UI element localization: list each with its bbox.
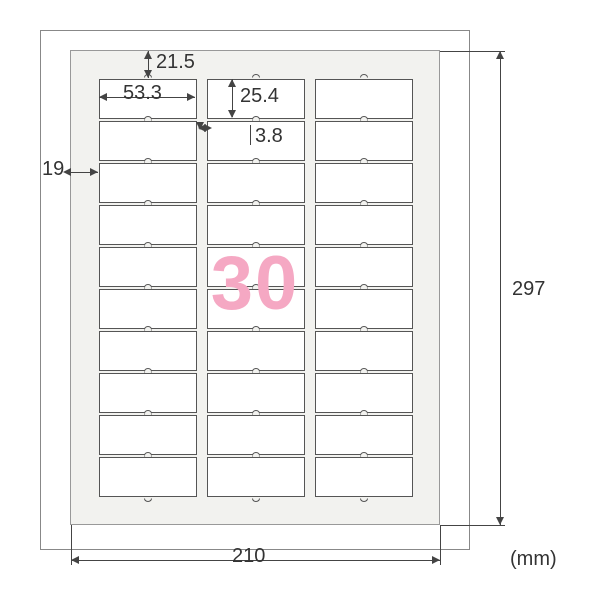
label-cell <box>207 247 305 287</box>
label-cell <box>315 247 413 287</box>
label-cell <box>99 373 197 413</box>
label-sheet: 30 <box>70 50 440 525</box>
arrow-icon <box>496 51 504 59</box>
dim-extension <box>440 525 505 526</box>
label-cell <box>315 331 413 371</box>
label-cell <box>99 247 197 287</box>
arrow-icon <box>228 79 236 87</box>
arrow-icon <box>228 110 236 118</box>
dim-col-gap-line <box>250 125 251 145</box>
dim-sheet-height: 297 <box>512 278 545 301</box>
arrow-icon <box>432 556 440 564</box>
label-cell <box>207 163 305 203</box>
dim-label-width: 53.3 <box>123 82 162 105</box>
label-cell <box>99 331 197 371</box>
label-cell <box>207 415 305 455</box>
dim-extension <box>71 525 72 565</box>
arrow-icon <box>144 51 152 59</box>
label-cell <box>99 163 197 203</box>
arrow-icon <box>187 93 195 101</box>
label-cell <box>315 373 413 413</box>
label-cell <box>207 373 305 413</box>
dim-extension <box>440 525 441 565</box>
label-cell <box>99 205 197 245</box>
label-cell <box>315 79 413 119</box>
label-cell <box>315 205 413 245</box>
label-cell <box>99 457 197 497</box>
label-cell <box>207 289 305 329</box>
label-cell <box>315 163 413 203</box>
label-cell <box>315 415 413 455</box>
label-column <box>99 79 197 498</box>
dim-top-margin: 21.5 <box>156 51 195 74</box>
label-cell <box>207 331 305 371</box>
arrow-icon <box>144 70 152 78</box>
dim-sheet-width: 210 <box>232 545 265 568</box>
label-cell <box>99 415 197 455</box>
label-cell <box>99 289 197 329</box>
arrow-icon <box>204 124 212 132</box>
label-cell <box>207 457 305 497</box>
arrow-icon <box>90 168 98 176</box>
arrow-icon <box>496 517 504 525</box>
dim-col-gap: 3.8 <box>255 125 283 148</box>
label-cell <box>207 205 305 245</box>
label-cell <box>315 121 413 161</box>
arrow-icon <box>99 93 107 101</box>
label-column <box>315 79 413 498</box>
dim-label-height: 25.4 <box>240 85 279 108</box>
dim-sheet-height-line <box>500 51 501 525</box>
label-cell <box>315 289 413 329</box>
unit-label: (mm) <box>510 548 557 571</box>
label-cell <box>99 121 197 161</box>
arrow-icon <box>71 556 79 564</box>
dim-extension <box>440 51 505 52</box>
label-cell <box>315 457 413 497</box>
dim-left-margin: 19 <box>42 158 64 181</box>
